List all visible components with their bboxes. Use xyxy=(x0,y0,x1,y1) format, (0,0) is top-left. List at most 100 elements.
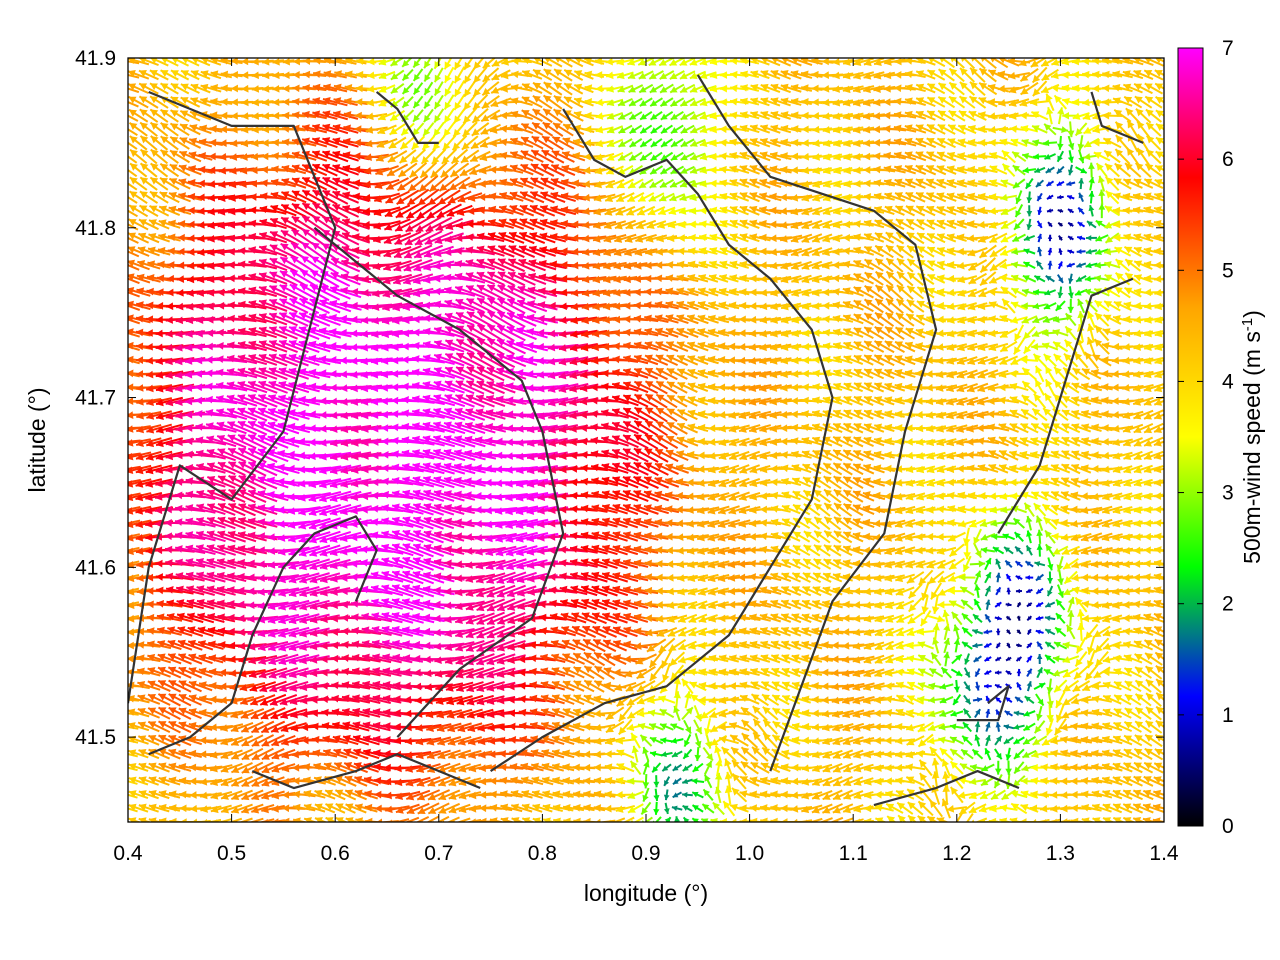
wind-arrow xyxy=(996,629,1001,636)
wind-arrow xyxy=(953,625,960,640)
wind-arrow xyxy=(627,777,644,784)
wind-arrow xyxy=(950,724,964,731)
wind-arrow xyxy=(1014,737,1025,744)
wind-arrow xyxy=(1017,669,1022,676)
wind-arrow xyxy=(985,558,991,570)
wind-arrow xyxy=(995,657,1001,661)
wind-arrow xyxy=(672,806,682,812)
wind-arrow xyxy=(653,802,659,815)
wind-arrow xyxy=(1017,683,1021,690)
wind-arrow xyxy=(950,544,965,556)
wind-arrow xyxy=(683,749,691,758)
wind-arrow xyxy=(414,69,423,81)
wind-arrow xyxy=(661,139,672,147)
wind-arrow xyxy=(996,643,1000,648)
wind-arrow xyxy=(692,792,703,798)
wind-arrow xyxy=(619,705,632,721)
wind-arrow xyxy=(664,777,669,786)
wind-arrow xyxy=(1016,589,1022,593)
wind-arrow xyxy=(414,96,423,108)
wind-arrow xyxy=(996,722,1001,732)
wind-arrow xyxy=(241,819,263,827)
wind-arrow xyxy=(943,652,950,667)
wind-arrow xyxy=(725,786,733,804)
wind-arrow xyxy=(942,667,952,677)
wind-arrow xyxy=(964,654,970,665)
wind-arrow xyxy=(682,779,692,784)
wind-arrow xyxy=(973,697,982,702)
wind-arrow xyxy=(653,775,659,787)
wind-arrow xyxy=(975,682,980,691)
wind-arrow xyxy=(1004,547,1013,553)
wind-arrow xyxy=(984,670,991,674)
wind-arrow xyxy=(996,573,1001,583)
wind-arrow xyxy=(975,722,981,733)
wind-arrow xyxy=(642,747,648,761)
wind-arrow xyxy=(975,669,980,677)
wind-arrow xyxy=(692,778,704,784)
wind-arrow xyxy=(702,804,714,813)
wind-arrow xyxy=(723,801,734,816)
wind-arrow xyxy=(640,139,651,147)
wind-arrow xyxy=(985,657,992,661)
wind-arrow xyxy=(643,761,649,775)
wind-arrow xyxy=(672,751,682,756)
wind-arrow xyxy=(414,83,423,95)
wind-arrow xyxy=(642,788,648,802)
wind-arrow xyxy=(973,614,982,622)
wind-arrow xyxy=(1005,748,1011,760)
wind-arrow xyxy=(631,761,641,775)
wind-arrow xyxy=(1006,588,1011,595)
wind-arrow xyxy=(673,792,682,797)
wind-arrow xyxy=(995,670,1002,675)
wind-arrow xyxy=(940,683,954,689)
wind-arrow xyxy=(673,778,681,784)
wind-arrow xyxy=(705,761,712,775)
wind-arrow xyxy=(975,571,981,585)
wind-arrow xyxy=(674,691,681,708)
wind-arrow xyxy=(651,125,662,133)
wind-arrow xyxy=(1006,671,1012,675)
wind-arrow xyxy=(628,792,644,799)
wind-arrow xyxy=(1016,561,1023,566)
wind-arrow xyxy=(949,559,964,570)
wind-arrow xyxy=(995,616,1002,621)
wind-arrow xyxy=(1016,643,1021,647)
wind-arrow xyxy=(650,751,663,757)
wind-arrow xyxy=(682,679,693,694)
wind-arrow xyxy=(1006,602,1012,606)
wind-arrow xyxy=(974,599,980,610)
wind-arrow xyxy=(995,684,1002,688)
wind-arrow xyxy=(695,733,702,747)
wind-arrow xyxy=(1007,574,1011,581)
wind-arrow xyxy=(713,802,724,814)
wind-arrow xyxy=(656,368,677,379)
wind-arrow xyxy=(418,189,439,205)
wind-arrow xyxy=(1018,602,1022,606)
wind-arrow xyxy=(1005,711,1013,716)
wind-arrow xyxy=(464,53,475,70)
wind-arrow xyxy=(942,610,949,627)
wind-arrow xyxy=(1001,220,1016,228)
wind-arrow xyxy=(974,584,980,597)
wind-arrow xyxy=(651,139,662,147)
wind-arrow xyxy=(673,765,682,771)
wind-arrow xyxy=(970,560,985,567)
wind-arrow xyxy=(434,122,444,136)
wind-arrow xyxy=(995,697,1001,702)
wind-arrow xyxy=(1000,194,1017,201)
wind-arrow xyxy=(1014,762,1023,774)
wind-arrow xyxy=(961,750,973,759)
wind-arrow xyxy=(974,735,980,747)
wind-arrow xyxy=(424,109,433,122)
wind-arrow xyxy=(918,641,934,648)
wind-arrow xyxy=(684,720,691,733)
wind-arrow xyxy=(445,53,454,69)
wind-arrow xyxy=(413,110,423,122)
wind-arrow xyxy=(640,735,651,746)
wind-arrow xyxy=(423,123,433,136)
wind-arrow xyxy=(940,697,953,703)
wind-arrow xyxy=(628,804,643,812)
wind-arrow xyxy=(413,55,422,67)
